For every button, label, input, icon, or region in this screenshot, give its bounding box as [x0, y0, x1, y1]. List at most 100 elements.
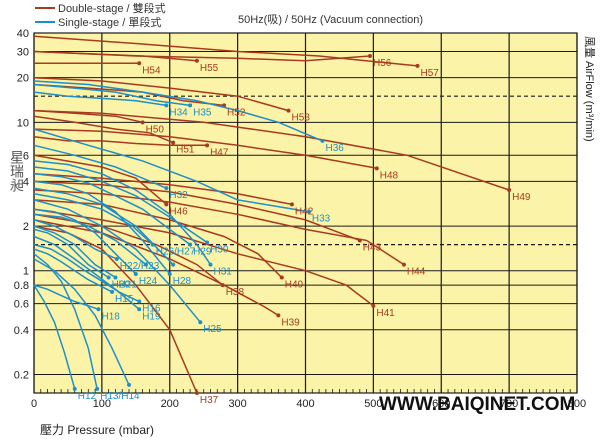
curve-endpoint-h23	[143, 262, 148, 267]
y-tick-label: 10	[17, 117, 29, 129]
curve-h20	[33, 228, 110, 279]
curve-h23	[33, 213, 147, 266]
curve-label-h37: H37	[200, 395, 219, 406]
curve-h30	[33, 166, 208, 244]
x-axis-label: 壓力 Pressure (mbar)	[40, 423, 154, 437]
curve-endpoint-h47	[205, 143, 210, 148]
curve-h16	[33, 243, 140, 303]
curve-endpoint-h39	[276, 313, 281, 318]
y-tick-label: 1	[23, 266, 29, 278]
curve-endpoint-h46	[164, 202, 169, 207]
curve-endpoint-h12	[72, 386, 77, 391]
curve-endpoint-h22	[114, 256, 119, 261]
curve-h49	[33, 109, 510, 191]
curve-label-h28: H28	[173, 276, 192, 287]
curve-h18	[33, 284, 99, 311]
y-axis-label: 風量 AirFlow (m³/min)	[583, 36, 596, 142]
curve-endpoint-h54	[137, 61, 142, 66]
curve-endpoint-h30	[205, 240, 210, 245]
performance-curves	[33, 35, 512, 395]
curve-endpoint-h34	[164, 103, 169, 108]
x-tick-label: 800	[568, 398, 586, 410]
curve-endpoint-h40	[279, 275, 284, 280]
curve-label-h43: H43	[363, 242, 382, 253]
curve-endpoint-h42	[289, 202, 294, 207]
curve-endpoint-h32	[164, 186, 169, 191]
curve-h48	[33, 128, 377, 170]
curve-h34	[33, 91, 167, 107]
x-tick-label: 100	[93, 398, 111, 410]
curve-endpoint-h27	[171, 262, 176, 267]
y-tick-label: 0.2	[14, 369, 29, 381]
curve-h53	[33, 76, 289, 112]
curve-h41	[33, 208, 374, 307]
curve-h21	[33, 225, 116, 279]
legend-single-label: Single-stage / 單段式	[58, 15, 161, 29]
plot-frame	[33, 32, 578, 394]
curve-h15	[33, 248, 113, 293]
x-tick-label: 600	[432, 398, 450, 410]
curve-label-h44: H44	[407, 267, 426, 278]
curve-endpoint-h50	[140, 120, 145, 125]
curve-endpoint-h14	[127, 382, 132, 387]
curve-h29	[33, 173, 191, 246]
curve-label-h40: H40	[285, 280, 304, 291]
y-tick-label: 40	[17, 28, 29, 40]
x-tick-label: 0	[31, 398, 37, 410]
curve-endpoint-h33	[306, 209, 311, 214]
curve-label-h36: H36	[325, 143, 344, 154]
curve-label-h13: H13/H14	[100, 391, 140, 402]
curve-label-h48: H48	[380, 170, 399, 181]
curve-endpoint-h49	[507, 188, 512, 192]
curve-label-h34: H34	[169, 107, 188, 118]
curve-endpoint-h20	[106, 275, 111, 280]
curve-label-h25: H25	[203, 324, 222, 335]
curve-h44	[33, 189, 405, 266]
y-tick-label: 0.4	[14, 325, 29, 337]
curve-endpoint-h16	[137, 299, 142, 304]
curve-endpoint-h31	[208, 262, 213, 267]
curve-endpoint-h55	[194, 58, 199, 63]
curve-label-h41: H41	[376, 308, 395, 319]
curve-endpoint-h26	[150, 242, 155, 247]
watermark: WWW.BAIQINET.COM	[379, 394, 575, 415]
curve-endpoint-h21	[113, 275, 118, 280]
curve-label-h21: H21	[118, 280, 137, 291]
curve-label-h29: H29	[193, 247, 212, 258]
curve-endpoint-h53	[286, 108, 291, 113]
curve-h33	[33, 128, 310, 213]
curve-h27	[33, 187, 174, 266]
curve-label-h47: H47	[210, 147, 229, 158]
curve-h46	[33, 154, 167, 205]
y-tick-label: 4	[23, 176, 29, 188]
y-tick-label: 2	[23, 221, 29, 233]
curve-label-h46: H46	[169, 206, 188, 217]
curve-endpoint-h28	[167, 272, 172, 277]
curve-endpoint-h19	[137, 307, 142, 312]
x-tick-label: 200	[161, 398, 179, 410]
curve-h47	[33, 135, 208, 147]
x-tick-label: 300	[228, 398, 246, 410]
curve-label-h22: H22/H23	[120, 261, 160, 272]
curve-endpoint-h41	[371, 303, 376, 308]
curve-label-h54: H54	[142, 65, 161, 76]
x-tick-label: 700	[500, 398, 518, 410]
curve-label-h52: H52	[227, 107, 246, 118]
curve-label-h24: H24	[139, 276, 158, 287]
curve-endpoint-h15	[110, 289, 115, 294]
x-tick-label: 500	[364, 398, 382, 410]
curve-h40	[33, 199, 283, 279]
axis-ticks: 0 100 200 300 400 500 600 700 800 0.2 0.4 0.6 0.8 1 2 4…	[14, 28, 586, 410]
connection-note: 50Hz(吸) / 50Hz (Vacuum connection)	[238, 14, 423, 26]
curve-endpoint-h56	[367, 53, 372, 58]
curve-endpoint-h37	[194, 391, 199, 395]
curve-h26	[33, 193, 154, 246]
curve-h37	[33, 225, 198, 394]
curve-label-h35: H35	[193, 107, 212, 118]
curve-h12	[33, 284, 76, 390]
y-tick-label: 0.6	[14, 299, 29, 311]
x-tick-label: 400	[296, 398, 314, 410]
curve-h55	[33, 50, 197, 62]
curve-h42	[33, 173, 293, 206]
